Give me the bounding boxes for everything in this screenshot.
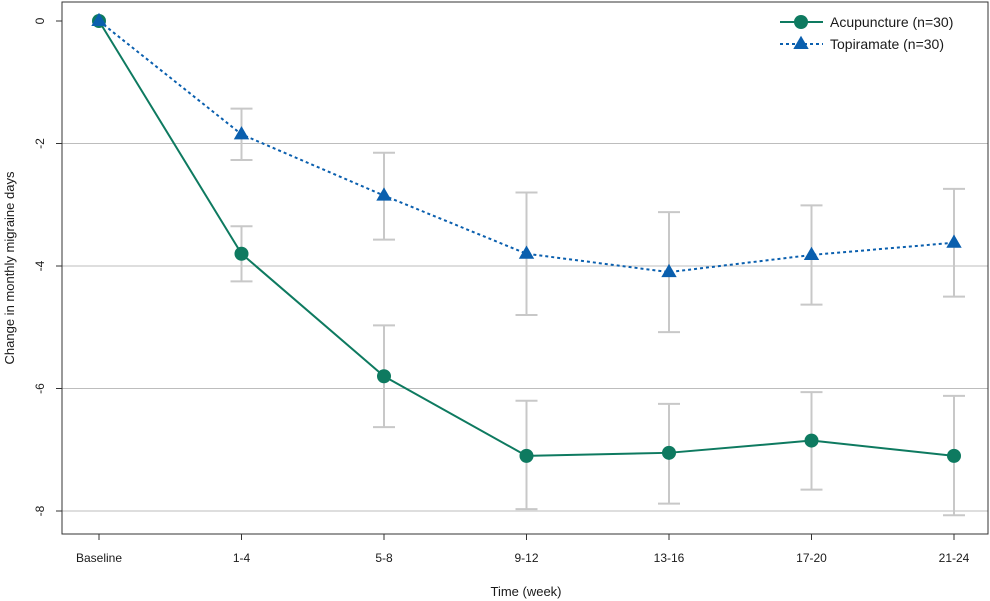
x-tick-label: 13-16 (654, 551, 685, 565)
y-tick-label: 0 (33, 17, 47, 24)
data-point (946, 234, 962, 248)
legend-label: Topiramate (n=30) (830, 36, 944, 52)
legend-label: Acupuncture (n=30) (830, 14, 953, 30)
series-acupuncture (92, 14, 961, 463)
plot-frame (61, 1, 989, 535)
x-axis-title: Time (week) (490, 584, 561, 599)
x-axis: Baseline 1-4 5-8 9-12 13-16 17-20 21-24 (76, 534, 970, 565)
data-point (662, 445, 676, 460)
x-tick-label: 21-24 (939, 551, 970, 565)
data-point (803, 246, 820, 261)
legend-item: Acupuncture (n=30) (780, 14, 953, 30)
data-point (947, 448, 961, 463)
data-point (376, 187, 392, 201)
y-axis: 0 -2 -4 -6 -8 (33, 17, 62, 516)
x-tick-label: 5-8 (375, 551, 393, 565)
data-point (804, 433, 819, 448)
x-tick-label: Baseline (76, 551, 122, 565)
data-point (91, 12, 107, 27)
legend-swatch-marker (794, 15, 808, 29)
y-axis-title: Change in monthly migraine days (2, 171, 17, 364)
x-tick-label: 17-20 (796, 551, 827, 565)
gridlines (62, 143, 988, 512)
data-point (661, 263, 677, 278)
x-tick-label: 9-12 (514, 551, 538, 565)
legend-item: Topiramate (n=30) (780, 35, 944, 52)
data-point (377, 369, 391, 384)
legend: Acupuncture (n=30) Topiramate (n=30) (780, 14, 953, 52)
legend-swatch-marker (793, 35, 809, 50)
data-point (518, 245, 535, 259)
y-tick-label: -6 (33, 383, 47, 394)
x-tick-label: 1-4 (233, 551, 251, 565)
series-topiramate (91, 12, 962, 278)
data-point (519, 448, 534, 463)
y-tick-label: -8 (33, 505, 47, 516)
series (91, 12, 962, 463)
data-point (234, 246, 249, 261)
y-tick-label: -4 (33, 260, 47, 271)
y-tick-label: -2 (33, 138, 47, 149)
data-point (233, 126, 250, 140)
